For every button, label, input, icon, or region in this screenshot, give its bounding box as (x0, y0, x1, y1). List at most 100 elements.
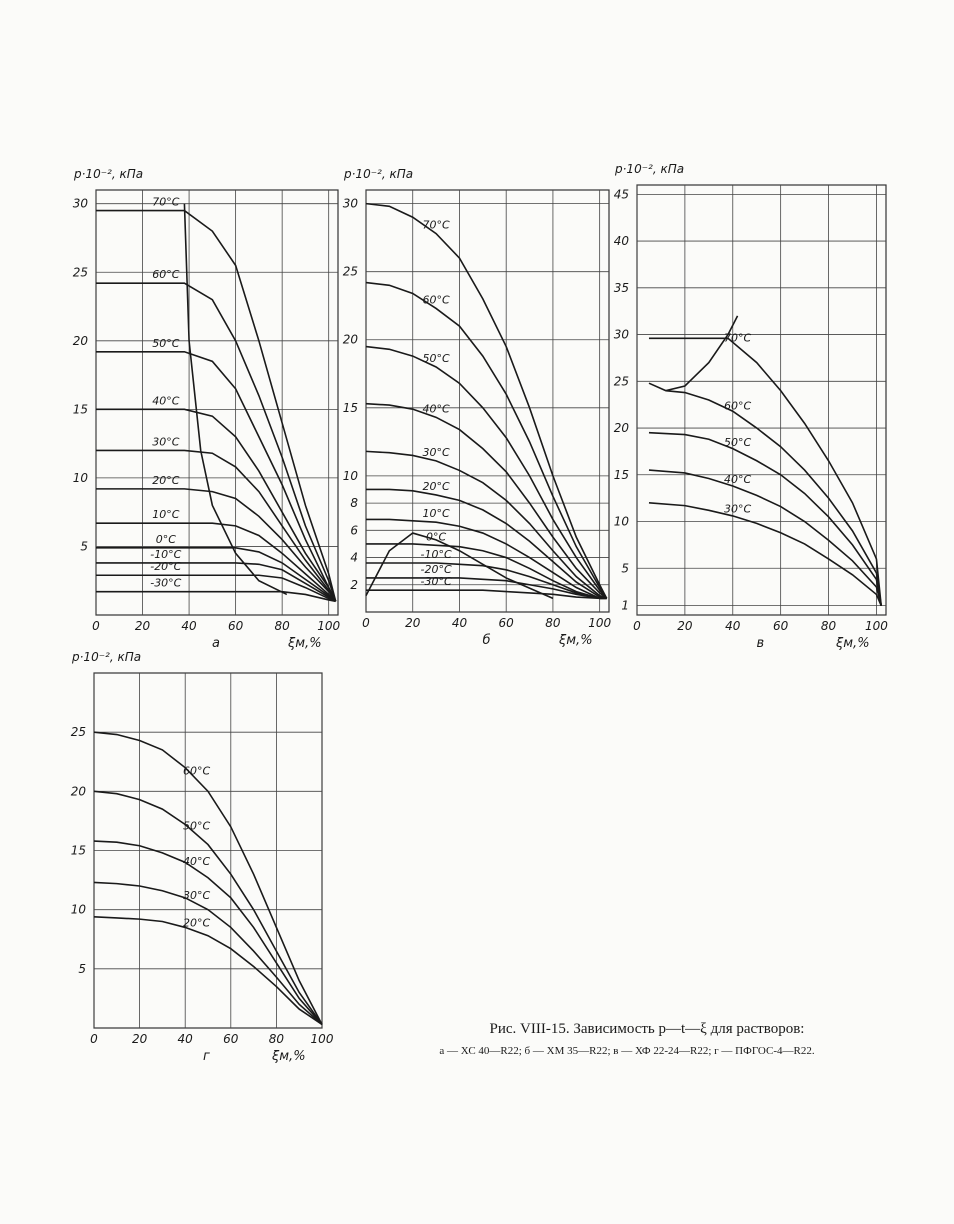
x-tick-label: 80 (821, 619, 837, 633)
x-tick-label: 0 (362, 616, 370, 630)
curve-label: -30°C (150, 577, 181, 590)
y-tick-label: 30 (343, 197, 359, 211)
x-tick-label: 20 (132, 1032, 148, 1046)
curve-label: 30°C (152, 435, 179, 448)
curve-label: 60°C (423, 293, 450, 306)
x-tick-label: 40 (725, 619, 741, 633)
y-tick-label: 10 (73, 471, 89, 485)
x-tick-label: 60 (223, 1032, 239, 1046)
curve (96, 574, 336, 603)
y-tick-label: 30 (73, 197, 89, 211)
y-tick-label: 20 (614, 421, 630, 435)
y-tick-label: 35 (614, 281, 629, 295)
curve-label: -30°C (421, 575, 452, 588)
y-tick-label: 10 (343, 469, 359, 483)
y-tick-label: 5 (621, 561, 629, 575)
y-tick-label: 1 (621, 599, 629, 613)
curve-label: 40°C (724, 473, 751, 486)
curve (366, 488, 607, 600)
curve (665, 389, 883, 606)
x-tick-label: 80 (545, 616, 561, 630)
plot-frame (365, 189, 610, 613)
curve-label: 60°C (152, 268, 179, 281)
y-axis-label: p·10⁻², кПа (73, 167, 143, 181)
curve-label: 30°C (183, 889, 210, 902)
curve (648, 502, 882, 606)
y-tick-label: 15 (614, 468, 629, 482)
curve-label: 0°C (426, 530, 446, 543)
y-tick-label: 5 (80, 539, 88, 553)
curve (365, 532, 554, 600)
curve (366, 543, 607, 600)
curve (183, 203, 288, 596)
curve-label: 40°C (152, 394, 179, 407)
curve-label: 30°C (423, 446, 450, 459)
x-tick-label: 80 (275, 619, 291, 633)
curve (648, 469, 882, 606)
curve-label: 50°C (183, 820, 210, 833)
curve (648, 431, 882, 606)
x-tick-label: 20 (135, 619, 151, 633)
curve-label: 60°C (724, 400, 751, 413)
y-tick-label: 20 (73, 334, 89, 348)
y-tick-label: 40 (614, 234, 630, 248)
curve (96, 547, 337, 602)
curve (96, 209, 337, 602)
plot-frame (636, 184, 887, 616)
curve-label: 50°C (423, 352, 450, 365)
curve (96, 562, 337, 602)
y-tick-label: 6 (350, 523, 358, 537)
caption-legend: а — ХС 40—R22; б — ХМ 35—R22; в — ХФ 22-… (439, 1045, 814, 1057)
curve-label: 50°C (152, 337, 179, 350)
curve-label: 70°C (152, 196, 179, 209)
x-tick-label: 40 (181, 619, 197, 633)
curve-label: 20°C (423, 480, 450, 493)
curve (365, 450, 607, 600)
x-axis-label: ξм,% (558, 633, 593, 648)
x-axis-label: ξм,% (271, 1049, 306, 1064)
y-tick-label: 2 (350, 578, 358, 592)
y-tick-label: 15 (71, 844, 86, 858)
curve-label: 50°C (724, 436, 751, 449)
x-axis-label: ξм,% (287, 636, 322, 651)
curve (648, 337, 883, 606)
x-tick-label: 80 (269, 1032, 285, 1046)
x-tick-label: 100 (317, 619, 340, 633)
x-tick-label: 40 (452, 616, 468, 630)
y-tick-label: 15 (73, 402, 88, 416)
curve (93, 840, 323, 1025)
curve (93, 790, 323, 1025)
panel-letter: б (483, 633, 491, 648)
curve (365, 202, 608, 599)
x-tick-label: 20 (677, 619, 693, 633)
y-tick-label: 10 (71, 903, 87, 917)
x-tick-label: 60 (499, 616, 515, 630)
curve (365, 281, 608, 599)
x-tick-label: 100 (865, 619, 888, 633)
caption-title: Рис. VIII-15. Зависимость p—t—ξ для раст… (490, 1021, 805, 1037)
curve-label: 60°C (183, 765, 210, 778)
curve (366, 589, 607, 600)
curve (648, 315, 739, 392)
curve-label: 10°C (152, 508, 179, 521)
y-tick-label: 25 (73, 265, 88, 279)
curve (365, 345, 608, 599)
curve (96, 449, 337, 602)
y-tick-label: 10 (614, 515, 630, 529)
curve-label: -10°C (150, 548, 181, 561)
y-tick-label: 5 (78, 962, 86, 976)
y-tick-label: 20 (343, 333, 359, 347)
x-tick-label: 20 (405, 616, 421, 630)
curve (93, 881, 323, 1026)
curve-label: 70°C (724, 331, 751, 344)
curve-label: 70°C (423, 219, 450, 232)
curve-label: 40°C (423, 402, 450, 415)
panel-letter: г (203, 1049, 210, 1064)
curve-label: 40°C (183, 855, 210, 868)
y-tick-label: 8 (350, 496, 358, 510)
curve-label: 0°C (156, 533, 176, 546)
x-tick-label: 0 (90, 1032, 98, 1046)
curve-label: 10°C (423, 507, 450, 520)
y-tick-label: 20 (71, 784, 87, 798)
